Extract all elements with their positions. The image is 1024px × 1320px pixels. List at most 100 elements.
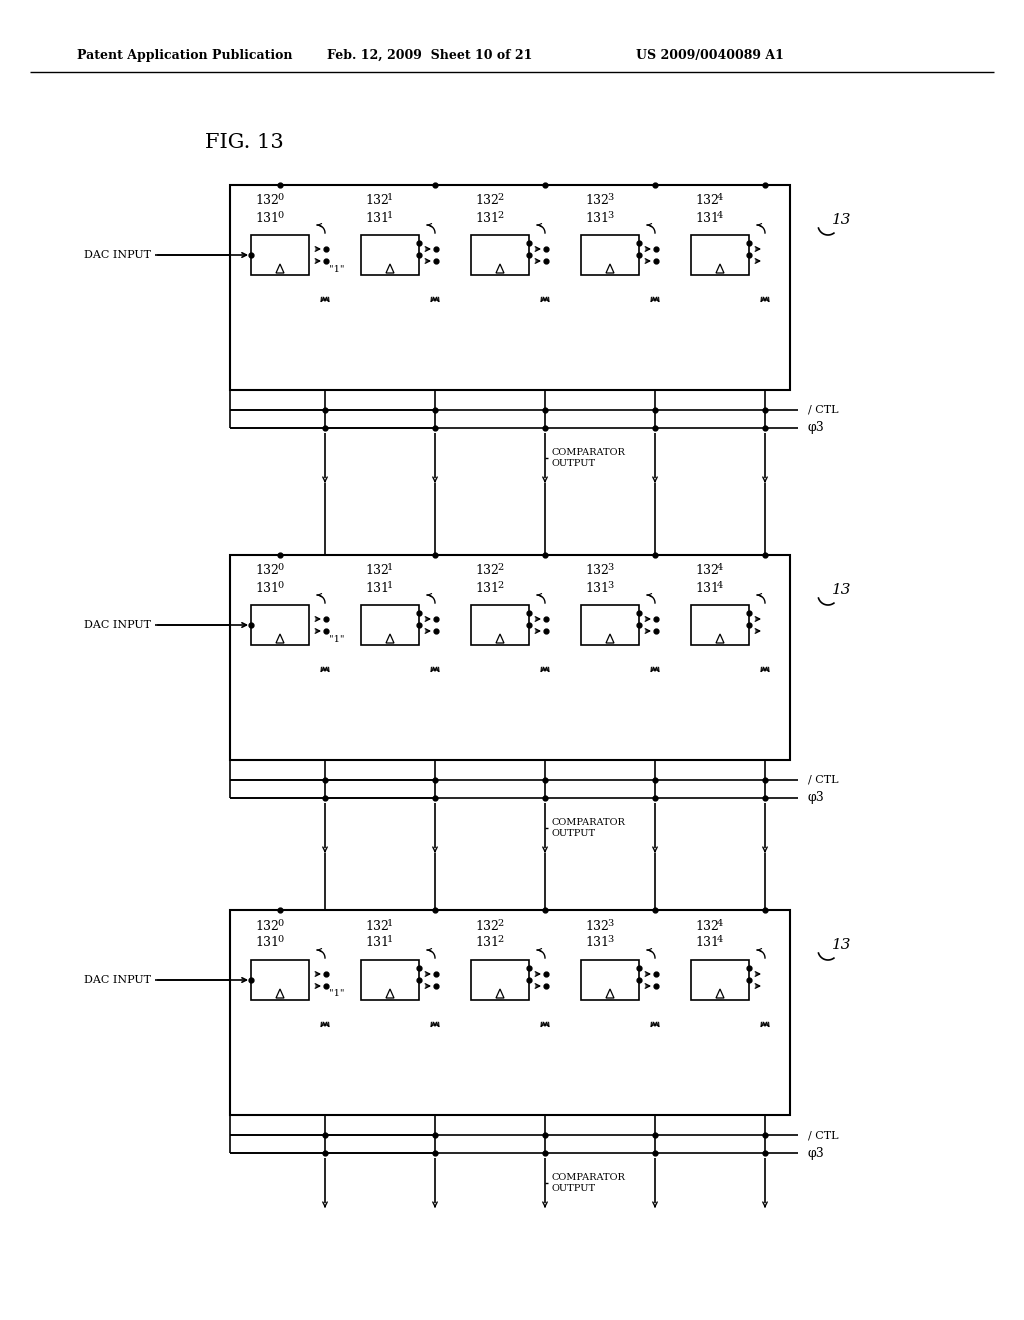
Text: 4: 4 (717, 194, 723, 202)
Text: 4: 4 (717, 919, 723, 928)
Text: 2: 2 (497, 936, 503, 945)
Text: 3: 3 (607, 210, 613, 219)
Text: "1": "1" (329, 990, 344, 998)
Text: 132: 132 (475, 565, 499, 578)
Text: 0: 0 (278, 919, 283, 928)
Text: 132: 132 (695, 565, 719, 578)
Text: φ3: φ3 (808, 421, 824, 434)
Bar (251, 235, 309, 275)
Text: 4: 4 (717, 581, 723, 590)
Text: 131: 131 (365, 582, 389, 594)
Text: 2: 2 (497, 210, 503, 219)
Text: 131: 131 (475, 582, 499, 594)
Text: 4: 4 (717, 210, 723, 219)
Text: 131: 131 (255, 936, 279, 949)
Text: 132: 132 (255, 194, 279, 207)
Text: 2: 2 (497, 581, 503, 590)
Text: Patent Application Publication: Patent Application Publication (77, 49, 293, 62)
Text: / CTL: / CTL (808, 775, 839, 785)
Text: 1: 1 (387, 564, 393, 573)
Text: 4: 4 (717, 564, 723, 573)
Text: DAC INPUT: DAC INPUT (84, 249, 151, 260)
Text: DAC INPUT: DAC INPUT (84, 975, 151, 985)
Bar (691, 605, 749, 645)
Text: 4: 4 (717, 936, 723, 945)
Text: 131: 131 (255, 211, 279, 224)
Text: 131: 131 (695, 936, 719, 949)
Text: 1: 1 (387, 936, 393, 945)
Text: 3: 3 (607, 936, 613, 945)
Bar (471, 960, 529, 1001)
Text: 132: 132 (255, 565, 279, 578)
Text: φ3: φ3 (808, 1147, 824, 1159)
Text: Feb. 12, 2009  Sheet 10 of 21: Feb. 12, 2009 Sheet 10 of 21 (328, 49, 532, 62)
Text: 1: 1 (387, 210, 393, 219)
Text: 13: 13 (831, 583, 852, 597)
Text: COMPARATOR
OUTPUT: COMPARATOR OUTPUT (552, 818, 626, 838)
Text: 132: 132 (585, 920, 609, 932)
Text: / CTL: / CTL (808, 405, 839, 414)
Text: 0: 0 (278, 936, 283, 945)
Bar (691, 960, 749, 1001)
Text: 13: 13 (831, 939, 852, 952)
Bar (361, 235, 419, 275)
Text: 2: 2 (497, 919, 503, 928)
Text: φ3: φ3 (808, 792, 824, 804)
Bar (251, 960, 309, 1001)
Text: 131: 131 (585, 582, 609, 594)
Text: 1: 1 (387, 581, 393, 590)
Text: 132: 132 (585, 194, 609, 207)
Text: / CTL: / CTL (808, 1130, 839, 1140)
Text: 132: 132 (695, 920, 719, 932)
Text: 0: 0 (278, 210, 283, 219)
Bar (471, 605, 529, 645)
Text: 3: 3 (607, 919, 613, 928)
Text: US 2009/0040089 A1: US 2009/0040089 A1 (636, 49, 784, 62)
Text: 13: 13 (831, 213, 852, 227)
Text: 132: 132 (365, 565, 389, 578)
Text: 0: 0 (278, 194, 283, 202)
Text: 3: 3 (607, 194, 613, 202)
Text: 132: 132 (695, 194, 719, 207)
Text: FIG. 13: FIG. 13 (205, 132, 284, 152)
Text: 2: 2 (497, 564, 503, 573)
Text: 131: 131 (365, 211, 389, 224)
Text: 132: 132 (365, 920, 389, 932)
Text: 3: 3 (607, 581, 613, 590)
Text: 131: 131 (695, 582, 719, 594)
Bar (361, 605, 419, 645)
Text: 132: 132 (255, 920, 279, 932)
Text: 3: 3 (607, 564, 613, 573)
Text: 131: 131 (585, 936, 609, 949)
Bar (581, 605, 639, 645)
Text: 132: 132 (365, 194, 389, 207)
Text: 131: 131 (475, 211, 499, 224)
Text: 132: 132 (475, 920, 499, 932)
Bar (691, 235, 749, 275)
Text: 0: 0 (278, 564, 283, 573)
Text: 1: 1 (387, 919, 393, 928)
Bar (471, 235, 529, 275)
Text: 131: 131 (585, 211, 609, 224)
Bar (230, 185, 790, 389)
Text: COMPARATOR
OUTPUT: COMPARATOR OUTPUT (552, 449, 626, 467)
Text: 131: 131 (695, 211, 719, 224)
Text: "1": "1" (329, 635, 344, 644)
Text: 1: 1 (387, 194, 393, 202)
Text: 131: 131 (255, 582, 279, 594)
Bar (230, 909, 790, 1115)
Text: DAC INPUT: DAC INPUT (84, 620, 151, 630)
Bar (251, 605, 309, 645)
Bar (230, 554, 790, 760)
Text: 0: 0 (278, 581, 283, 590)
Text: 2: 2 (497, 194, 503, 202)
Bar (581, 235, 639, 275)
Text: COMPARATOR
OUTPUT: COMPARATOR OUTPUT (552, 1173, 626, 1193)
Text: 132: 132 (475, 194, 499, 207)
Bar (361, 960, 419, 1001)
Text: 132: 132 (585, 565, 609, 578)
Text: "1": "1" (329, 264, 344, 273)
Text: 131: 131 (365, 936, 389, 949)
Text: 131: 131 (475, 936, 499, 949)
Bar (581, 960, 639, 1001)
